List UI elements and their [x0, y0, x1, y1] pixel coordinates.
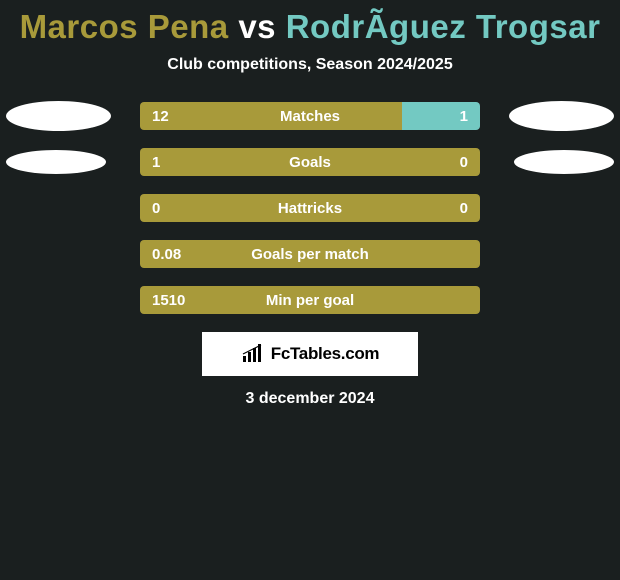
- stat-row: 1510Min per goal: [0, 286, 620, 314]
- stat-bar: 0.08Goals per match: [140, 240, 480, 268]
- bar-player2: [402, 102, 480, 130]
- subtitle: Club competitions, Season 2024/2025: [0, 56, 620, 74]
- attribution-logo: FcTables.com: [202, 332, 418, 376]
- page-title: Marcos Pena vs RodrÃ­guez Trogsar: [0, 8, 620, 46]
- bar-player1: [140, 148, 480, 176]
- player2-avatar-placeholder: [514, 150, 614, 174]
- stat-bar: 12Matches1: [140, 102, 480, 130]
- title-player2: RodrÃ­guez Trogsar: [286, 8, 601, 45]
- bar-player1: [140, 240, 480, 268]
- stat-row: 1Goals0: [0, 148, 620, 176]
- stat-row: 0.08Goals per match: [0, 240, 620, 268]
- bar-chart-icon: [241, 344, 265, 364]
- stat-bar: 1510Min per goal: [140, 286, 480, 314]
- bar-player1: [140, 194, 480, 222]
- attribution-text: FcTables.com: [271, 344, 380, 364]
- bar-player1: [140, 102, 402, 130]
- stat-bar: 0Hattricks0: [140, 194, 480, 222]
- comparison-infographic: Marcos Pena vs RodrÃ­guez Trogsar Club c…: [0, 0, 620, 580]
- title-vs: vs: [238, 8, 276, 45]
- stat-row: 12Matches1: [0, 102, 620, 130]
- stats-rows: 12Matches1 1Goals0 0Hattricks0 0.08Goals pe…: [0, 102, 620, 314]
- bar-player1: [140, 286, 480, 314]
- player1-avatar-placeholder: [6, 101, 111, 131]
- date-text: 3 december 2024: [0, 390, 620, 408]
- stat-bar: 1Goals0: [140, 148, 480, 176]
- player2-avatar-placeholder: [509, 101, 614, 131]
- title-player1: Marcos Pena: [20, 8, 229, 45]
- player1-avatar-placeholder: [6, 150, 106, 174]
- stat-row: 0Hattricks0: [0, 194, 620, 222]
